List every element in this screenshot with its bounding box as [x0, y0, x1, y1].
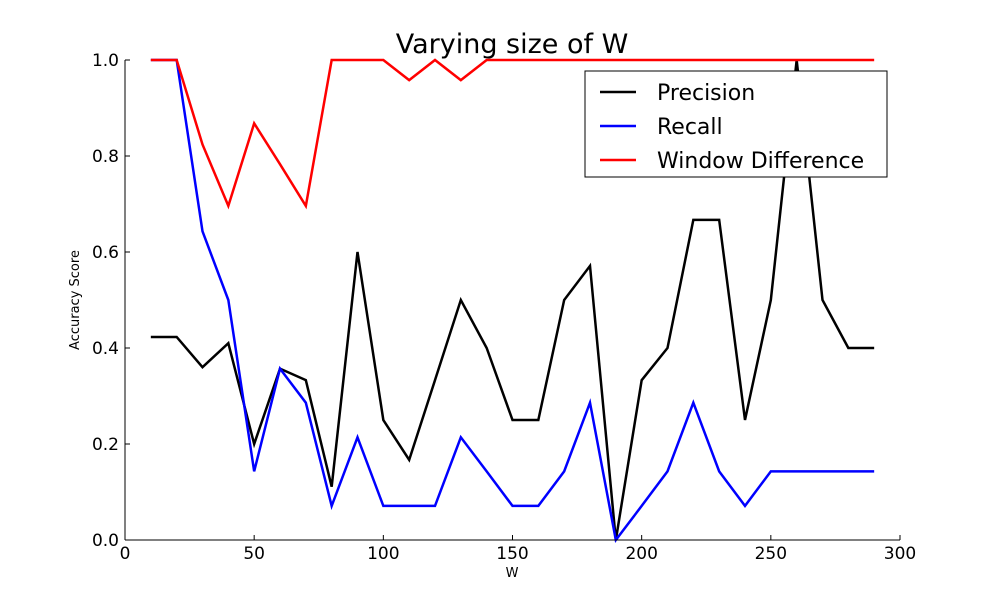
y-tick-label: 0.6: [92, 243, 119, 263]
legend-label-recall: Recall: [657, 115, 723, 140]
y-tick-label: 0.4: [92, 339, 119, 359]
x-tick-label: 0: [120, 544, 131, 564]
x-axis-label: W: [506, 566, 519, 581]
x-tick-label: 100: [367, 544, 399, 564]
legend-label-precision: Precision: [657, 81, 755, 106]
legend: Precision Recall Window Difference: [584, 70, 888, 178]
x-tick-label: 150: [496, 544, 528, 564]
chart-title: Varying size of W: [396, 29, 629, 60]
y-tick-label: 0.0: [92, 531, 119, 551]
y-tick-label: 0.2: [92, 435, 119, 455]
series-line-precision: [150, 59, 875, 541]
series-line-recall: [150, 58, 875, 544]
x-tick-label: 200: [625, 544, 657, 564]
legend-label-window-difference: Window Difference: [657, 149, 864, 174]
x-tick-label: 50: [243, 544, 265, 564]
y-axis-label: Accuracy Score: [68, 250, 83, 350]
series-line-window-difference: [150, 58, 875, 210]
series-layer: [150, 58, 875, 544]
axes-layer: 0 50 100 150 200 250 300 0.0 0.2 0.4 0.6 0.8 1.0: [92, 51, 916, 564]
y-tick-label: 1.0: [92, 51, 119, 71]
y-tick-label: 0.8: [92, 147, 119, 167]
x-tick-label: 300: [884, 544, 916, 564]
x-tick-label: 250: [755, 544, 787, 564]
